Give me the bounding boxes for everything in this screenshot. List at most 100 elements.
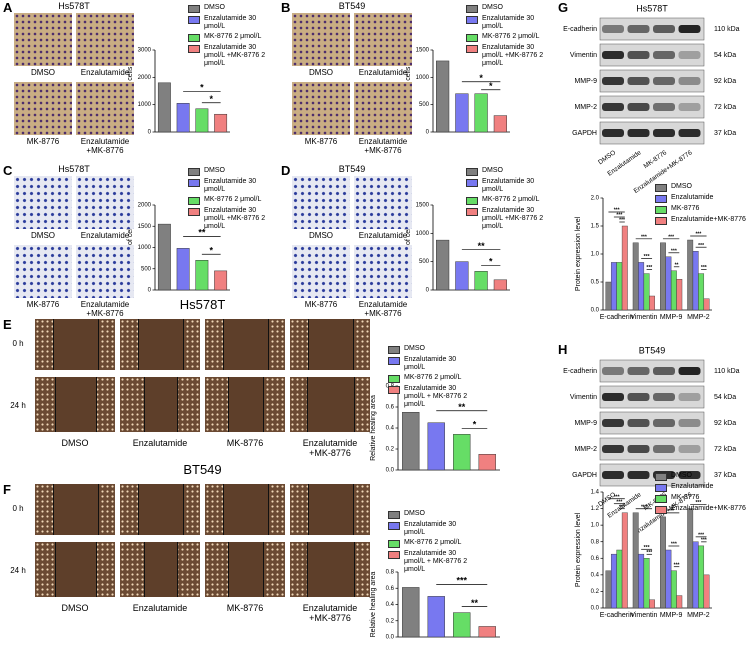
bar (474, 93, 488, 133)
legend-item: Enzalutamide 30 μmol/L (188, 15, 276, 31)
sig-label: *** (701, 537, 707, 543)
legend-item: Enzalutamide 30 μmol/L (466, 15, 554, 31)
y-tick-label: 0.0 (386, 635, 395, 641)
legend-item: DMSO (655, 183, 755, 192)
protein-label: GAPDH (572, 472, 597, 479)
image-label: DMSO (309, 68, 333, 77)
sig-label: * (209, 245, 213, 255)
wound-gap (308, 319, 354, 370)
legend-swatch (188, 34, 200, 42)
legend-swatch (388, 375, 400, 383)
blot-band (602, 25, 624, 33)
bar (649, 295, 655, 311)
protein-label: MMP-9 (574, 78, 597, 85)
blot-band (678, 367, 701, 375)
sig-label: *** (695, 500, 701, 506)
legend: DMSO Enzalutamide MK-8776 Enzalutamide+MK-8… (655, 472, 755, 516)
wound-image (35, 377, 115, 432)
sig-label: *** (646, 265, 652, 271)
legend-item: DMSO (655, 472, 755, 481)
legend-text: DMSO (404, 510, 425, 517)
bar (621, 512, 628, 609)
legend-text: MK-8776 2 μmol/L (204, 196, 262, 203)
image-label: Enzalutamide (80, 231, 130, 240)
y-tick-label: 0.6 (386, 405, 395, 411)
blot-band (653, 445, 675, 453)
x-tick-label: MMP-2 (687, 612, 710, 619)
wound-image (205, 542, 285, 597)
bar (692, 541, 699, 609)
bar (157, 82, 171, 133)
legend: DMSO Enzalutamide 30 μmol/L MK-8776 2 μmol… (466, 167, 554, 233)
wound-image (120, 484, 200, 535)
legend-swatch (655, 473, 667, 481)
wound-gap (308, 484, 354, 535)
protein-label: Vimentin (570, 52, 597, 59)
bar (687, 508, 694, 609)
legend-text: Enzalutamide 30 μmol/L (482, 178, 535, 193)
legend-item: MK-8776 (655, 494, 755, 503)
micrograph (292, 82, 350, 135)
panel-title: BT549 (338, 1, 366, 11)
bar (676, 595, 683, 609)
legend-swatch (655, 506, 667, 514)
blot-strip (599, 385, 705, 409)
y-tick-label: 0 (426, 130, 430, 136)
wound-gap (228, 377, 264, 432)
sig-label: ** (458, 402, 466, 412)
sig-label: *** (668, 508, 674, 514)
legend-swatch (188, 16, 200, 24)
image-label: Enzalutamide (358, 68, 408, 77)
legend-item: Enzalutamide 30 μmol/L (466, 178, 554, 194)
blot-band (602, 471, 624, 479)
sig-label: *** (646, 550, 652, 556)
panel-letter: C (3, 163, 13, 178)
bar (638, 553, 645, 609)
legend-text: Enzalutamide 30 μmol/L +MK-8776 2 μmol/L (482, 207, 544, 230)
legend: DMSO Enzalutamide MK-8776 Enzalutamide+MK-8… (655, 183, 755, 227)
size-label: 72 kDa (714, 104, 736, 111)
wound-gap (307, 542, 355, 597)
legend-item: DMSO (188, 167, 276, 176)
y-axis-label: Protein expression level (575, 216, 582, 291)
y-tick-label: 2.0 (591, 196, 600, 202)
legend-text: MK-8776 2 μmol/L (404, 374, 462, 381)
wound-gap (144, 377, 178, 432)
blot-band (627, 367, 650, 375)
micrograph (354, 13, 412, 66)
blot-band (627, 129, 650, 137)
blot-band (602, 103, 624, 111)
wound-image (290, 542, 370, 597)
y-tick-label: 1500 (138, 224, 152, 230)
blot-band (602, 393, 624, 401)
bar (493, 279, 507, 291)
sig-label: *** (698, 243, 704, 249)
legend-item: DMSO (188, 4, 276, 13)
blot-strip (599, 43, 705, 67)
bar (176, 103, 190, 133)
blot-band (627, 393, 650, 401)
blot-band (678, 103, 701, 111)
micrograph (14, 13, 72, 66)
blot-title: Hs578T (636, 3, 668, 13)
wound-gap (53, 319, 99, 370)
bar (670, 270, 677, 311)
y-tick-label: 1.5 (591, 224, 600, 230)
bar (195, 260, 209, 291)
image-label: Enzalutamide +MK-8776 (302, 438, 358, 458)
legend-text: DMSO (671, 183, 692, 190)
bar (427, 422, 445, 471)
wound-gap (144, 542, 178, 597)
legend-swatch (388, 522, 400, 530)
blot-band (653, 419, 675, 427)
y-tick-label: 1000 (416, 231, 430, 237)
row-label: 0 h (12, 339, 24, 348)
micrograph (292, 176, 350, 229)
sig-label: * (200, 83, 204, 93)
size-label: 37 kDa (714, 130, 736, 137)
blot-strip (599, 69, 705, 93)
legend-item: MK-8776 2 μmol/L (188, 196, 276, 205)
y-tick-label: 1.4 (591, 490, 600, 496)
bar (455, 93, 469, 133)
